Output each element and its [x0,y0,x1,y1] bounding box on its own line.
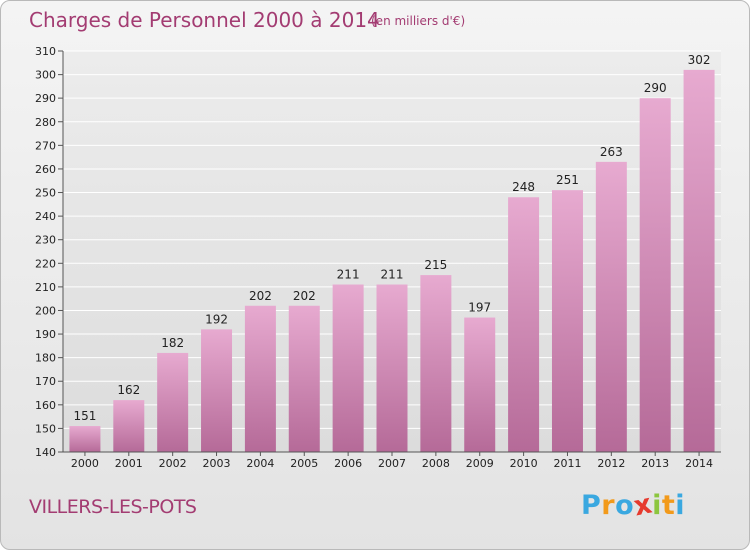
x-tick-label: 2013 [641,457,669,470]
x-tick-label: 2009 [466,457,494,470]
value-label: 211 [381,268,404,282]
x-tick-label: 2002 [159,457,187,470]
axis-layer: 140 150 160 170 180 190 200 210 220 230 240 250 260 2… [35,45,721,470]
bar-2007 [376,284,408,452]
bar-2003 [201,329,233,452]
bar-2009 [464,317,496,452]
y-tick-label: 200 [35,304,56,317]
logo-letter: P [581,490,602,521]
value-label: 263 [600,145,623,159]
x-tick-label: 2006 [334,457,362,470]
value-label: 162 [117,383,140,397]
y-tick-label: 160 [35,399,56,412]
y-tick-label: 260 [35,163,56,176]
x-tick-label: 2003 [203,457,231,470]
chart-title: Charges de Personnel 2000 à 2014 [29,8,380,32]
bar-2010 [508,197,540,452]
y-tick-label: 220 [35,257,56,270]
y-tick-label: 290 [35,92,56,105]
logo-letter: i [675,490,686,521]
value-label: 192 [205,312,228,326]
value-label: 302 [688,53,711,67]
value-label: 202 [249,289,272,303]
proxiti-logo: Proxiti [581,488,686,522]
bar-2006 [332,284,364,452]
chart-subtitle: (en milliers d'€) [371,14,466,28]
bar-2002 [157,352,189,452]
x-tick-label: 2014 [685,457,713,470]
location-name: VILLERS-LES-POTS [29,496,197,518]
value-label: 290 [644,81,667,95]
y-tick-label: 210 [35,281,56,294]
value-label: 197 [468,301,491,315]
y-tick-label: 280 [35,116,56,129]
x-tick-label: 2000 [71,457,99,470]
x-tick-label: 2012 [597,457,625,470]
bar-2004 [244,305,276,452]
value-label: 248 [512,180,535,194]
y-tick-label: 230 [35,234,56,247]
y-tick-label: 310 [35,45,56,58]
bar-layer [69,69,715,453]
y-tick-label: 180 [35,352,56,365]
bar-2011 [551,190,583,452]
bar-2013 [639,98,671,453]
x-tick-label: 2008 [422,457,450,470]
bar-2001 [113,400,145,452]
y-tick-label: 250 [35,187,56,200]
x-tick-label: 2010 [510,457,538,470]
y-tick-label: 140 [35,446,56,459]
y-tick-label: 150 [35,422,56,435]
bar-2012 [595,161,627,453]
y-tick-label: 170 [35,375,56,388]
x-tick-label: 2007 [378,457,406,470]
y-tick-label: 300 [35,69,56,82]
y-tick-label: 270 [35,139,56,152]
value-label: 211 [337,268,360,282]
x-tick-label: 2005 [290,457,318,470]
x-tick-label: 2004 [246,457,274,470]
y-tick-label: 190 [35,328,56,341]
label-layer: 151 162 182 192 202 202 211 211 215 197 248 251 263 2… [73,53,710,423]
logo-letter: i [652,490,662,521]
value-label: 202 [293,289,316,303]
logo-letter: t [661,490,676,521]
bar-2008 [420,275,452,452]
logo-letter: r [601,490,616,521]
bar-2000 [69,426,101,452]
x-tick-label: 2001 [115,457,143,470]
value-label: 215 [424,258,447,272]
value-label: 251 [556,173,579,187]
bar-2005 [288,305,320,452]
y-tick-label: 240 [35,210,56,223]
value-label: 151 [73,409,96,423]
bar-2014 [683,69,715,452]
value-label: 182 [161,336,184,350]
x-tick-label: 2011 [553,457,581,470]
logo-letter: o [615,490,635,521]
